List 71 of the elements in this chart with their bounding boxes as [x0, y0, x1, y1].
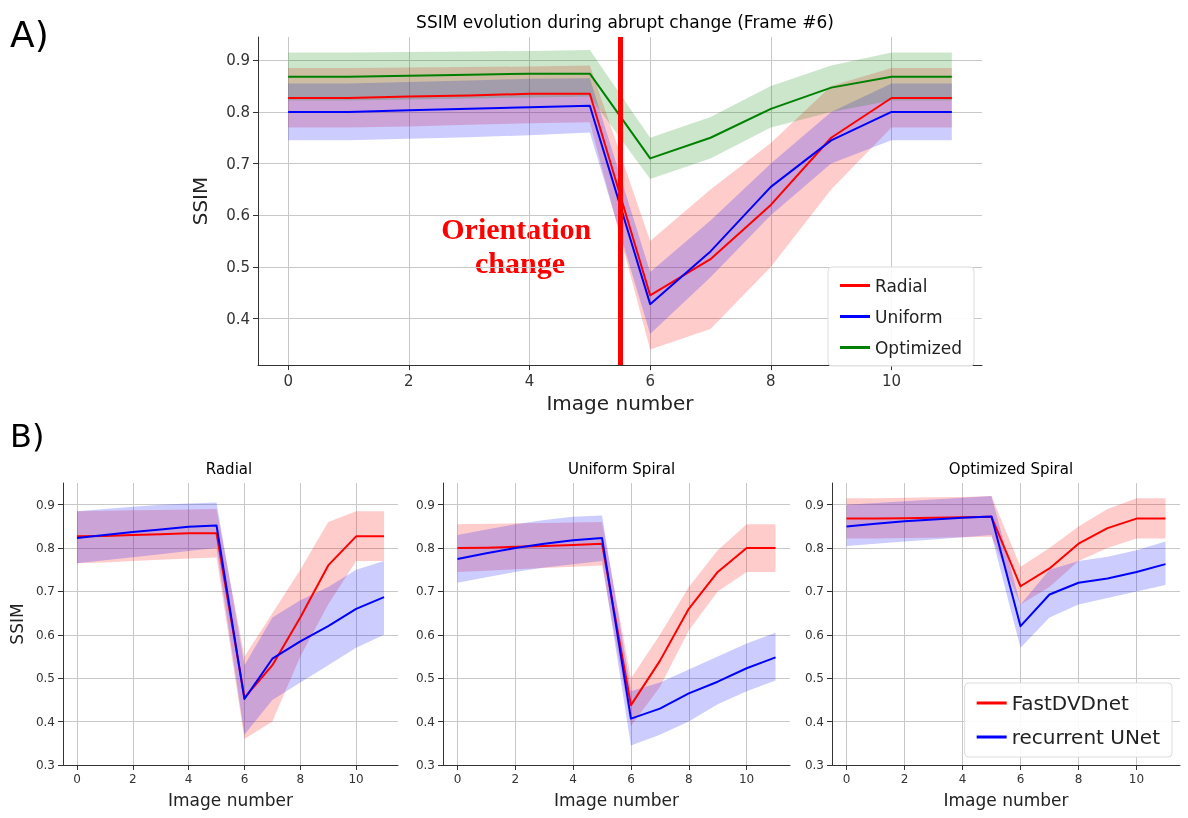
- y-tick-label: 0.7: [804, 584, 824, 599]
- y-tick-label: 0.7: [226, 154, 250, 173]
- legend-label: Radial: [874, 275, 928, 296]
- x-axis-title: Image number: [546, 391, 695, 415]
- x-tick-label: 10: [881, 371, 902, 390]
- y-tick-label: 0.3: [415, 758, 435, 772]
- line-series: [287, 72, 953, 160]
- y-tick-label: 0.5: [226, 257, 250, 276]
- y-tick-label: 0.4: [226, 309, 250, 328]
- y-tick-label: 0.6: [226, 206, 250, 225]
- x-tick-label: 0: [283, 371, 293, 390]
- x-tick-label: 8: [766, 371, 776, 390]
- x-tick-label: 0: [73, 772, 81, 786]
- x-tick-label: 4: [958, 772, 967, 786]
- x-tick-label: 0: [453, 772, 462, 786]
- x-axis-title: Image number: [943, 789, 1069, 810]
- x-tick-label: 8: [684, 772, 693, 786]
- x-tick-label: 8: [1074, 772, 1083, 786]
- chart-title: Radial: [205, 459, 253, 478]
- x-tick-label: 6: [240, 772, 249, 786]
- y-tick-label: 0.9: [35, 497, 55, 512]
- line-series: [845, 515, 1167, 628]
- x-axis-title: Image number: [554, 789, 679, 810]
- chart-title: SSIM evolution during abrupt change (Frame #6): [416, 11, 834, 32]
- legend-label: recurrent UNet: [1011, 725, 1161, 749]
- x-tick-label: 6: [645, 371, 655, 390]
- y-tick-label: 0.3: [804, 758, 824, 772]
- y-tick-label: 0.9: [226, 51, 250, 70]
- chart-title: Optimized Spiral: [948, 459, 1074, 478]
- y-tick-label: 0.4: [35, 714, 55, 729]
- chart-title: Uniform Spiral: [567, 459, 676, 478]
- y-tick-label: 0.9: [804, 497, 824, 512]
- x-tick-label: 2: [511, 772, 520, 786]
- y-axis-title: SSIM: [6, 603, 27, 645]
- y-tick-label: 0.4: [804, 714, 824, 729]
- y-tick-label: 0.5: [35, 671, 55, 686]
- x-tick-label: 10: [348, 772, 364, 786]
- x-tick-label: 4: [569, 772, 577, 786]
- y-tick-label: 0.4: [415, 714, 435, 729]
- y-tick-label: 0.6: [35, 627, 55, 642]
- x-tick-label: 6: [627, 772, 635, 786]
- legend-label: Optimized: [874, 337, 963, 358]
- y-tick-label: 0.5: [415, 671, 435, 686]
- x-tick-label: 2: [900, 772, 909, 786]
- x-tick-label: 8: [296, 772, 305, 786]
- y-tick-label: 0.8: [415, 541, 435, 556]
- x-tick-label: 2: [128, 772, 137, 786]
- x-axis-title: Image number: [167, 789, 293, 810]
- y-tick-label: 0.3: [35, 758, 55, 772]
- x-tick-label: 6: [1016, 772, 1025, 786]
- text: A): [10, 13, 49, 55]
- line-series: [845, 515, 1167, 588]
- x-tick-label: 2: [404, 371, 414, 390]
- y-axis-title: SSIM: [188, 176, 212, 226]
- x-tick-label: 0: [842, 772, 851, 786]
- x-tick-label: 4: [524, 371, 535, 390]
- text: B): [10, 417, 45, 455]
- y-tick-label: 0.6: [415, 627, 435, 642]
- y-tick-label: 0.7: [415, 584, 435, 599]
- y-tick-label: 0.5: [804, 671, 824, 686]
- y-tick-label: 0.8: [35, 541, 55, 556]
- y-tick-label: 0.9: [415, 497, 435, 512]
- legend-label: FastDVDnet: [1011, 691, 1129, 715]
- x-tick-label: 10: [738, 772, 755, 786]
- y-tick-label: 0.7: [35, 584, 55, 599]
- y-tick-label: 0.8: [804, 541, 824, 556]
- legend-label: Uniform: [874, 306, 943, 327]
- x-tick-label: 10: [1128, 772, 1145, 786]
- y-tick-label: 0.6: [804, 627, 824, 642]
- y-tick-label: 0.8: [226, 102, 250, 121]
- x-tick-label: 4: [184, 772, 193, 786]
